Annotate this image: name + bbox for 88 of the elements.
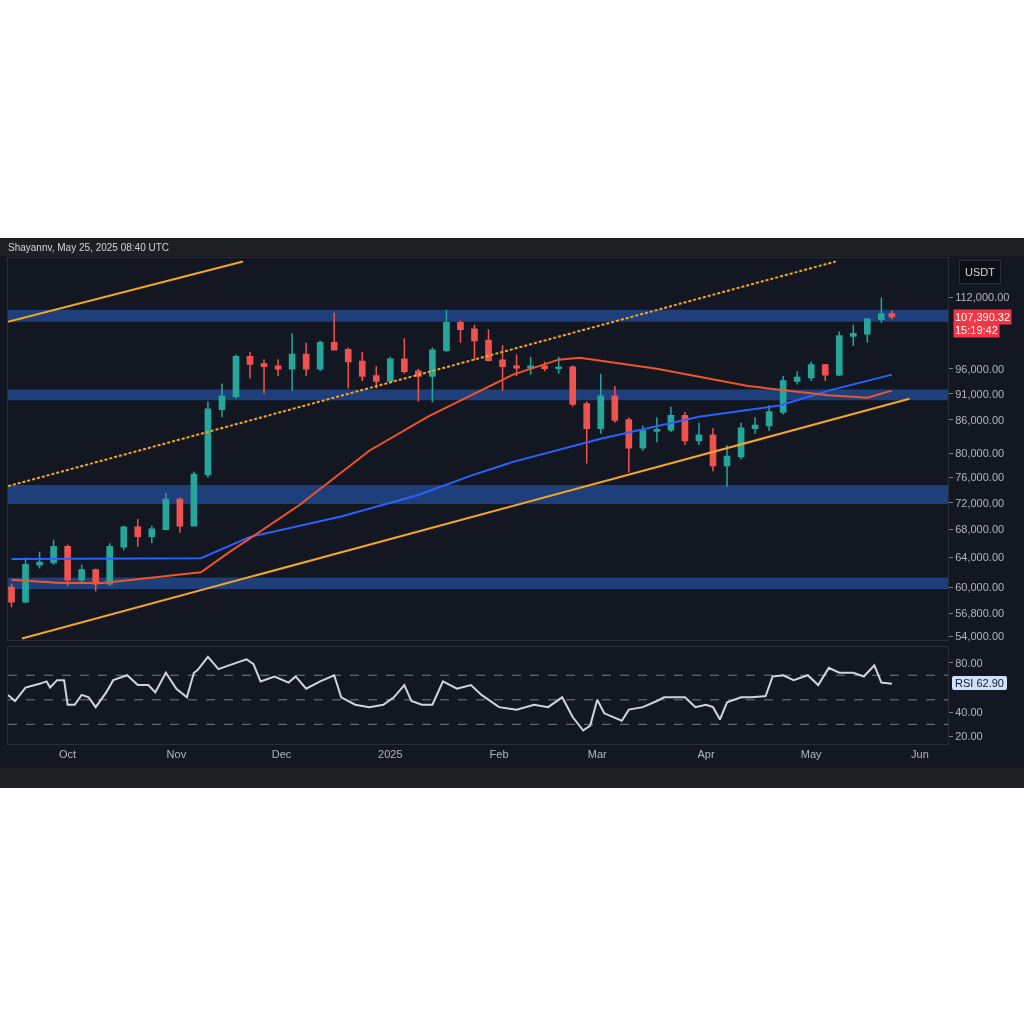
candlestick xyxy=(695,421,703,446)
y-tick-label: 86,000.00 xyxy=(955,413,1005,426)
line-series xyxy=(10,356,893,584)
line-series xyxy=(10,373,893,560)
candlestick xyxy=(134,518,142,548)
y-tick-label: 54,000.00 xyxy=(955,630,1005,643)
text: 107,390.32 xyxy=(955,311,1011,323)
candlestick xyxy=(50,538,57,566)
y-tick-label: 72,000.00 xyxy=(955,496,1005,509)
candlestick xyxy=(625,416,633,474)
x-tick-label: Jun xyxy=(911,748,929,761)
y-tick-label: 60,000.00 xyxy=(955,581,1005,594)
candlestick xyxy=(611,385,619,424)
y-tick-label: 56,800.00 xyxy=(955,606,1005,619)
candlestick xyxy=(260,358,268,395)
x-tick-label: Oct xyxy=(59,748,77,761)
x-tick-label: 2025 xyxy=(378,748,403,761)
candlestick xyxy=(443,308,450,353)
candlestick xyxy=(653,416,661,443)
candlestick xyxy=(22,556,29,605)
y-tick-label: 96,000.00 xyxy=(955,362,1005,375)
candlestick xyxy=(597,372,605,435)
candlestick xyxy=(849,324,857,347)
candlestick xyxy=(316,339,324,372)
x-tick-label: Feb xyxy=(489,748,509,761)
candlestick xyxy=(513,353,520,377)
candlestick xyxy=(471,324,478,361)
candlestick xyxy=(204,400,212,479)
candlestick xyxy=(148,525,156,544)
candlestick xyxy=(835,330,843,377)
candlestick xyxy=(358,351,366,382)
y-tick-label: 80.00 xyxy=(955,656,983,669)
candlestick xyxy=(64,543,71,587)
x-tick-label: May xyxy=(800,748,823,761)
candlestick xyxy=(723,444,731,488)
candlestick xyxy=(864,317,871,344)
text: USDT xyxy=(965,266,996,278)
text: RSI 62.90 xyxy=(952,675,1007,690)
candlestick xyxy=(751,416,759,435)
candlestick xyxy=(878,296,885,324)
candlestick xyxy=(372,365,380,390)
candlestick xyxy=(499,344,506,392)
text: 15:19:42 xyxy=(955,324,998,336)
candlestick xyxy=(555,356,562,375)
candlestick xyxy=(288,332,296,392)
y-tick-label: 80,000.00 xyxy=(955,447,1005,460)
candlestick xyxy=(78,564,85,585)
candlestick xyxy=(639,424,647,452)
candlestick xyxy=(106,542,114,587)
candlestick xyxy=(765,404,773,432)
candlestick xyxy=(457,319,464,344)
candlestick xyxy=(274,358,282,377)
y-tick-label: 20.00 xyxy=(955,730,983,743)
candlestick xyxy=(386,356,394,385)
candlestick xyxy=(807,360,815,382)
candlestick xyxy=(429,346,436,404)
y-tick-label: 112,000.00 xyxy=(955,290,1010,303)
candlestick xyxy=(302,342,310,377)
candlestick xyxy=(176,496,184,534)
candlestick xyxy=(793,370,801,386)
candlestick xyxy=(569,364,577,408)
x-tick-label: Nov xyxy=(166,748,187,761)
x-tick-label: Mar xyxy=(587,748,608,761)
candlestick xyxy=(821,363,829,382)
candlestick xyxy=(246,351,254,380)
candlestick xyxy=(120,525,128,552)
candlestick xyxy=(583,400,591,465)
candlestick xyxy=(485,328,492,363)
candlestick xyxy=(415,368,422,403)
candlestick xyxy=(190,470,198,527)
candlestick xyxy=(330,311,338,351)
y-tick-label: 76,000.00 xyxy=(955,471,1005,484)
y-tick-label: 91,000.00 xyxy=(955,387,1005,400)
candlestick xyxy=(162,492,170,531)
line-series xyxy=(8,655,893,732)
chart-title: Shayannv, May 25, 2025 08:40 UTC xyxy=(8,242,170,253)
y-tick-label: 64,000.00 xyxy=(955,551,1005,564)
y-tick-label: 68,000.00 xyxy=(955,523,1005,536)
candlestick xyxy=(36,550,43,570)
x-tick-label: Apr xyxy=(697,748,715,761)
y-tick-label: 40.00 xyxy=(955,705,983,718)
candlestick xyxy=(401,337,408,375)
candlestick xyxy=(888,309,896,320)
candlestick xyxy=(344,346,352,390)
candlestick xyxy=(8,582,15,609)
x-tick-label: Dec xyxy=(271,748,292,761)
candlestick xyxy=(218,382,226,419)
candlestick xyxy=(232,353,240,400)
